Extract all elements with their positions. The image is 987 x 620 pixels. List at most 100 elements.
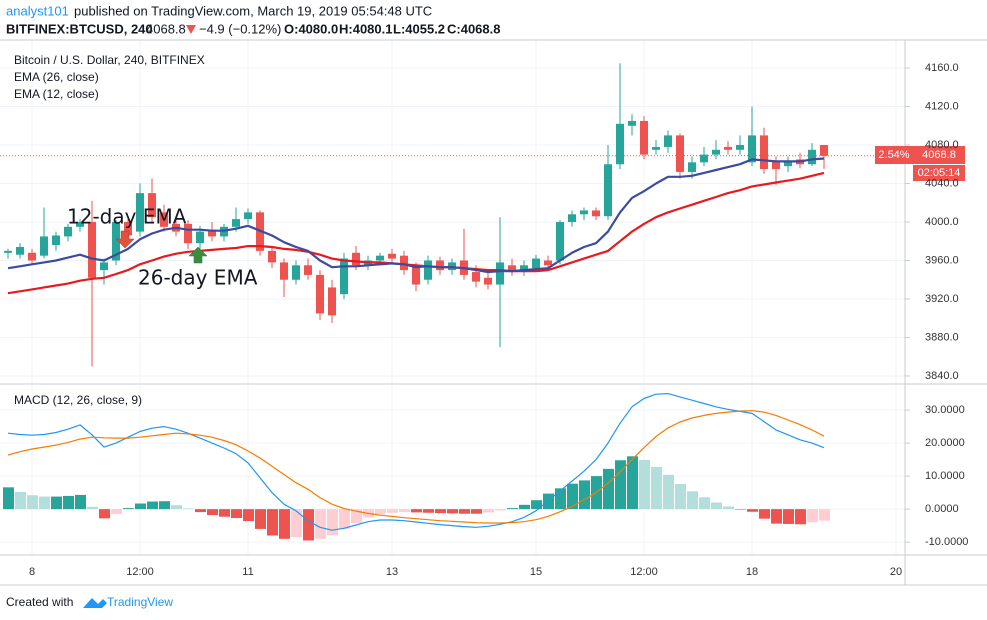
y-tick-label: 3920.0 xyxy=(925,293,959,305)
histogram-bar xyxy=(171,505,182,510)
histogram-bar xyxy=(279,509,290,539)
candle-body xyxy=(496,262,504,285)
histogram-bar xyxy=(135,503,146,510)
candle-body xyxy=(280,262,288,280)
histogram-bar xyxy=(675,484,686,510)
candle-body xyxy=(616,123,624,165)
y-tick-label: 30.0000 xyxy=(925,404,965,416)
histogram-bar xyxy=(351,509,362,523)
byline: published on TradingView.com, March 19, … xyxy=(74,3,432,18)
candle-body xyxy=(4,250,12,253)
histogram-bar xyxy=(723,506,734,510)
histogram-bar xyxy=(627,456,638,510)
last-price: 4068.8 xyxy=(146,21,186,36)
candle-body xyxy=(328,287,336,316)
author: analyst101 xyxy=(6,3,69,18)
ohlc-low: L:4055.2 xyxy=(393,21,445,36)
histogram-bar xyxy=(255,509,266,529)
candle-body xyxy=(640,120,648,155)
candle-body xyxy=(784,162,792,167)
price-badge xyxy=(913,146,965,164)
candle-body xyxy=(316,274,324,314)
change-pct-badge xyxy=(875,146,913,164)
candle-body xyxy=(688,162,696,172)
histogram-bar xyxy=(183,508,194,510)
histogram-bar xyxy=(795,509,806,525)
candle-body xyxy=(424,260,432,280)
histogram-bar xyxy=(543,493,554,510)
candle-body xyxy=(232,219,240,227)
candle-body xyxy=(376,255,384,261)
histogram-bar xyxy=(771,509,782,524)
annotation: 12-day EMA xyxy=(67,205,187,229)
histogram-bar xyxy=(747,509,758,512)
candle-body xyxy=(304,265,312,275)
candle-body xyxy=(628,120,636,126)
x-tick-label: 11 xyxy=(242,566,253,578)
legend-entry: EMA (12, close) xyxy=(14,87,99,101)
candle-body xyxy=(664,135,672,147)
candle-body xyxy=(712,149,720,155)
histogram-bar xyxy=(123,508,134,510)
x-tick-label: 13 xyxy=(386,566,398,578)
countdown-badge xyxy=(913,165,965,181)
candle-body xyxy=(100,262,108,271)
candle-body xyxy=(160,212,168,227)
histogram-bar xyxy=(699,497,710,510)
candle-body xyxy=(352,252,360,266)
candle-body xyxy=(760,135,768,170)
candle-body xyxy=(292,265,300,280)
legend-entry: EMA (26, close) xyxy=(14,70,99,84)
histogram-bar xyxy=(387,509,398,513)
histogram-bar xyxy=(471,509,482,514)
candle-body xyxy=(736,144,744,150)
candle-body xyxy=(268,250,276,263)
histogram-bar xyxy=(663,474,674,510)
histogram-bar xyxy=(459,509,470,514)
candle-body xyxy=(520,265,528,273)
candle-body xyxy=(28,252,36,261)
histogram-bar xyxy=(507,508,518,510)
x-tick-label: 12:00 xyxy=(630,566,658,578)
footer-brand: TradingView xyxy=(107,595,173,609)
candle-body xyxy=(208,229,216,237)
histogram-bar xyxy=(399,509,410,513)
histogram-bar xyxy=(339,509,350,529)
y-tick-label: 3840.0 xyxy=(925,370,959,382)
y-tick-label: 0.0000 xyxy=(925,503,959,515)
candle-body xyxy=(436,260,444,271)
candle-body xyxy=(820,144,828,156)
histogram-bar xyxy=(483,509,494,513)
line-series xyxy=(7,393,825,531)
x-tick-label: 18 xyxy=(746,566,758,578)
ohlc-open: O:4080.0 xyxy=(284,21,338,36)
annotation: 26-day EMA xyxy=(138,266,258,290)
candle-body xyxy=(244,212,252,220)
candle-body xyxy=(472,272,480,282)
histogram-bar xyxy=(447,509,458,514)
candle-body xyxy=(580,210,588,215)
histogram-bar xyxy=(231,509,242,519)
histogram-bar xyxy=(495,509,506,511)
histogram-bar xyxy=(519,504,530,510)
candle-body xyxy=(136,193,144,232)
histogram-bar xyxy=(375,509,386,515)
histogram-bar xyxy=(603,468,614,510)
y-tick-label: 20.0000 xyxy=(925,437,965,449)
candle-body xyxy=(484,277,492,285)
y-tick-label: 4080.0 xyxy=(925,139,959,151)
line-series xyxy=(7,410,825,524)
histogram-bar xyxy=(219,509,230,517)
candle-body xyxy=(76,221,84,227)
y-tick-label: 10.0000 xyxy=(925,470,965,482)
x-tick-label: 8 xyxy=(29,566,35,578)
histogram-bar xyxy=(111,509,122,515)
histogram-bar xyxy=(15,491,26,510)
x-tick-label: 12:00 xyxy=(126,566,154,578)
candle-body xyxy=(568,214,576,222)
candle-body xyxy=(508,265,516,273)
histogram-bar xyxy=(3,487,14,510)
histogram-bar xyxy=(735,509,746,510)
